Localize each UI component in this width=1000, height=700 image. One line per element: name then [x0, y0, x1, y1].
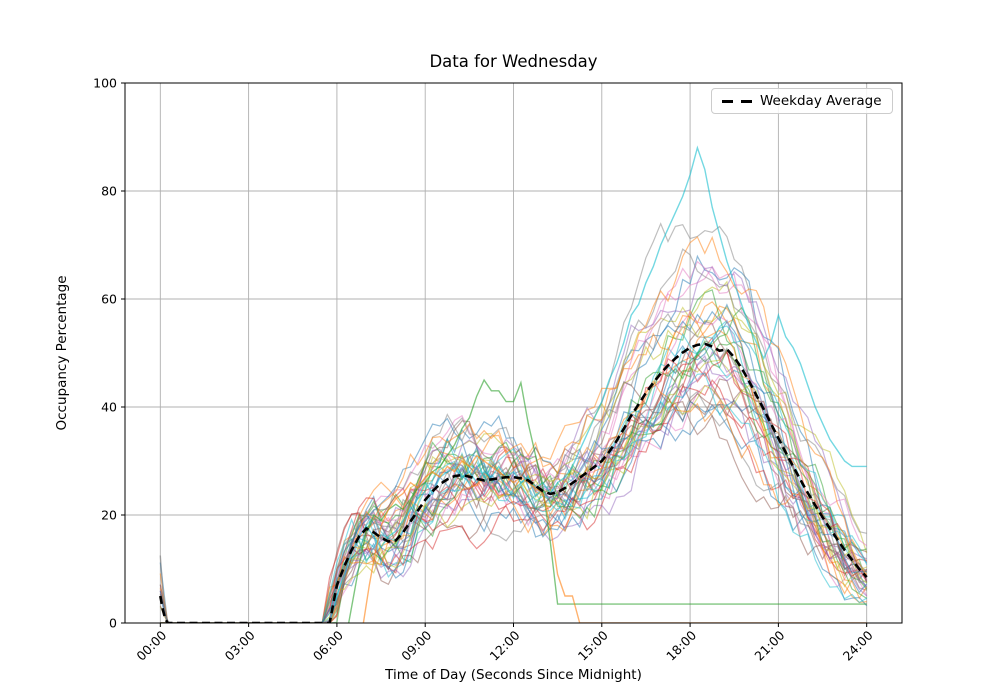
y-axis-label: Occupancy Percentage: [54, 275, 70, 430]
occupancy-trace: [159, 254, 868, 623]
x-tick-label: 03:00: [222, 627, 258, 663]
occupancy-trace: [160, 325, 868, 623]
occupancy-trace: [160, 311, 868, 623]
y-tick-label: 60: [101, 292, 117, 307]
x-tick-label: 12:00: [487, 627, 523, 663]
gridlines: [125, 82, 902, 624]
occupancy-trace: [160, 379, 868, 623]
occupancy-trace: [160, 306, 867, 623]
occupancy-trace: [159, 379, 868, 623]
legend: Weekday Average: [711, 88, 893, 114]
x-tick-label: 09:00: [398, 627, 434, 663]
x-tick-label: 18:00: [663, 627, 699, 663]
occupancy-trace: [159, 303, 867, 623]
tick-labels: 00:00 03:00 06:00 09:00 12:00 15:00 18:00 21:00…: [93, 76, 876, 664]
gray-midnight-spike: [159, 555, 330, 623]
occupancy-trace: [160, 235, 868, 623]
y-tick-label: 0: [109, 616, 117, 631]
chart-title: Data for Wednesday: [429, 52, 598, 71]
x-tick-label: 06:00: [310, 627, 346, 663]
x-tick-label: 21:00: [751, 627, 787, 663]
legend-dashed-line-icon: [722, 99, 752, 103]
legend-label: Weekday Average: [760, 93, 882, 109]
occupancy-trace: [160, 364, 867, 623]
occupancy-trace: [159, 401, 867, 623]
occupancy-trace: [160, 222, 867, 623]
occupancy-trace: [160, 266, 868, 623]
x-axis-label: Time of Day (Seconds Since Midnight): [385, 667, 642, 683]
occupancy-trace: [160, 358, 867, 623]
occupancy-trace: [160, 248, 868, 623]
y-tick-label: 100: [93, 76, 117, 91]
occupancy-trace: [160, 260, 868, 623]
occupancy-trace: [160, 384, 868, 623]
y-tick-label: 80: [101, 184, 117, 199]
y-tick-label: 20: [101, 508, 117, 523]
y-tick-label: 40: [101, 400, 117, 415]
ticks: [121, 82, 868, 627]
weekday-average-line: [159, 342, 868, 623]
occupancy-trace: [160, 347, 868, 623]
occupancy-trace: [160, 390, 868, 623]
x-tick-label: 24:00: [840, 627, 876, 663]
x-tick-label: 15:00: [575, 627, 611, 663]
occupancy-trace: [160, 319, 868, 623]
occupancy-trace: [160, 403, 868, 623]
occupancy-trace: [160, 372, 868, 623]
orange-dropout: [362, 454, 867, 623]
x-tick-label: 00:00: [133, 627, 169, 663]
green-dropout: [348, 378, 867, 623]
highlight-traces: [159, 145, 867, 623]
plot-area: 00:00 03:00 06:00 09:00 12:00 15:00 18:00 21:00…: [93, 76, 903, 664]
cyan-high-peak: [328, 145, 867, 623]
occupancy-trace: [160, 383, 868, 623]
